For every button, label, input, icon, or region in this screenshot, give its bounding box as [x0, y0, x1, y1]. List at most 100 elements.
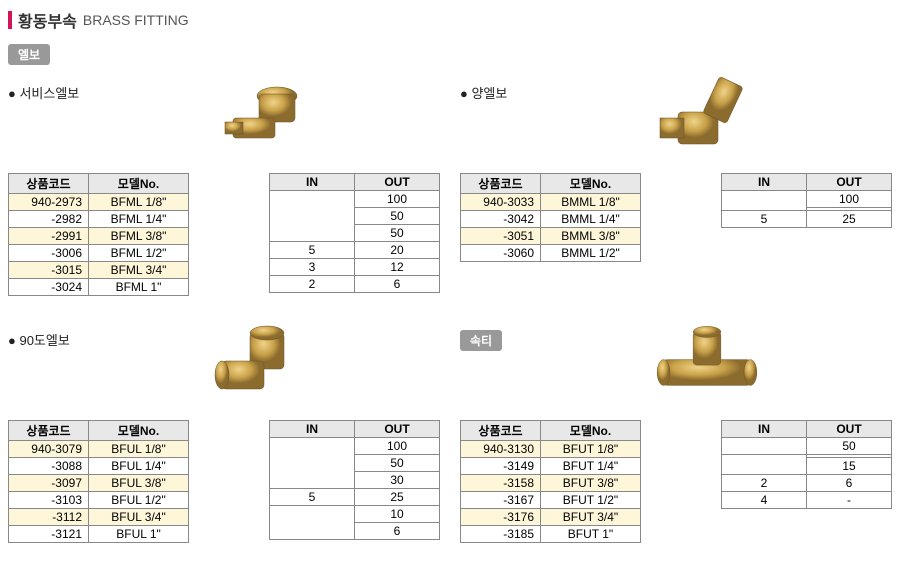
model-number: BFUT 1/8"	[541, 441, 641, 458]
product-code: 940-3033	[461, 194, 541, 211]
io-cell	[270, 438, 355, 489]
model-number: BMML 3/8"	[541, 228, 641, 245]
model-number: BFUT 1/4"	[541, 458, 641, 475]
io-cell: 5	[270, 489, 355, 506]
product-code: 940-2973	[9, 194, 89, 211]
table-header: IN	[270, 174, 355, 191]
io-table: INOUT5015264-	[721, 420, 892, 509]
io-cell: 30	[355, 472, 440, 489]
page-header: 황동부속 BRASS FITTING	[8, 8, 892, 32]
model-number: BMML 1/2"	[541, 245, 641, 262]
io-cell: 6	[807, 475, 892, 492]
product-code: -3024	[9, 279, 89, 296]
table-header: OUT	[807, 421, 892, 438]
product-section: ● 양엘보상품코드모델No.940-3033BMML 1/8"-3042BMML…	[460, 69, 892, 296]
io-cell: -	[807, 492, 892, 509]
io-cell: 25	[807, 211, 892, 228]
product-code: -3112	[9, 509, 89, 526]
model-number: BFML 1/8"	[89, 194, 189, 211]
io-cell: 25	[355, 489, 440, 506]
product-code: 940-3079	[9, 441, 89, 458]
io-cell: 12	[355, 259, 440, 276]
io-cell: 50	[355, 455, 440, 472]
model-number: BFML 3/8"	[89, 228, 189, 245]
model-number: BMML 1/8"	[541, 194, 641, 211]
product-grid: ● 서비스엘보상품코드모델No.940-2973BFML 1/8"-2982BF…	[8, 69, 892, 543]
product-code: -3060	[461, 245, 541, 262]
model-number: BFUL 1"	[89, 526, 189, 543]
io-cell: 15	[807, 458, 892, 475]
product-image	[650, 69, 770, 169]
table-header: 상품코드	[461, 421, 541, 441]
product-image	[205, 316, 325, 416]
io-cell: 100	[807, 191, 892, 208]
product-code: -3042	[461, 211, 541, 228]
io-cell: 3	[270, 259, 355, 276]
header-accent-bar	[8, 11, 12, 29]
product-image	[210, 69, 330, 169]
table-header: OUT	[355, 421, 440, 438]
io-cell: 5	[270, 242, 355, 259]
category-tag-elbow: 엘보	[8, 44, 50, 65]
product-code: -3006	[9, 245, 89, 262]
product-code: -2982	[9, 211, 89, 228]
io-cell: 6	[355, 523, 440, 540]
section-label: ● 양엘보	[460, 69, 507, 102]
io-cell	[270, 191, 355, 242]
io-table: INOUT100525	[721, 173, 892, 228]
product-section: ● 서비스엘보상품코드모델No.940-2973BFML 1/8"-2982BF…	[8, 69, 440, 296]
product-code: -3051	[461, 228, 541, 245]
io-cell: 100	[355, 438, 440, 455]
table-header: 상품코드	[461, 174, 541, 194]
table-header: 상품코드	[9, 174, 89, 194]
table-header: OUT	[807, 174, 892, 191]
table-header: 상품코드	[9, 421, 89, 441]
product-code-table: 상품코드모델No.940-2973BFML 1/8"-2982BFML 1/4"…	[8, 173, 189, 296]
product-code: -3103	[9, 492, 89, 509]
model-number: BFUT 3/8"	[541, 475, 641, 492]
model-number: BFUL 3/4"	[89, 509, 189, 526]
model-number: BFUL 3/8"	[89, 475, 189, 492]
model-number: BFUT 1/2"	[541, 492, 641, 509]
io-cell: 5	[722, 211, 807, 228]
io-cell	[722, 455, 807, 475]
product-code: -3167	[461, 492, 541, 509]
product-code: -3121	[9, 526, 89, 543]
table-header: IN	[722, 421, 807, 438]
product-code: -3149	[461, 458, 541, 475]
header-title-ko: 황동부속	[18, 8, 77, 32]
model-number: BFUL 1/2"	[89, 492, 189, 509]
product-section: ● 90도엘보상품코드모델No.940-3079BFUL 1/8"-3088BF…	[8, 316, 440, 543]
product-code: -3088	[9, 458, 89, 475]
table-header: 모델No.	[89, 421, 189, 441]
product-code: -3176	[461, 509, 541, 526]
model-number: BFML 3/4"	[89, 262, 189, 279]
product-code: -3185	[461, 526, 541, 543]
product-code-table: 상품코드모델No.940-3033BMML 1/8"-3042BMML 1/4"…	[460, 173, 641, 262]
product-code: -3015	[9, 262, 89, 279]
io-cell: 2	[722, 475, 807, 492]
product-code: -3097	[9, 475, 89, 492]
table-header: IN	[722, 174, 807, 191]
io-cell	[270, 506, 355, 540]
io-cell: 10	[355, 506, 440, 523]
section-label: ● 90도엘보	[8, 316, 70, 349]
product-code-table: 상품코드모델No.940-3079BFUL 1/8"-3088BFUL 1/4"…	[8, 420, 189, 543]
table-header: IN	[270, 421, 355, 438]
header-title-en: BRASS FITTING	[83, 12, 189, 28]
model-number: BFML 1/4"	[89, 211, 189, 228]
product-image	[647, 316, 767, 416]
io-cell: 50	[355, 208, 440, 225]
io-table: INOUT1005030525106	[269, 420, 440, 540]
product-code-table: 상품코드모델No.940-3130BFUT 1/8"-3149BFUT 1/4"…	[460, 420, 641, 543]
product-section: 속티상품코드모델No.940-3130BFUT 1/8"-3149BFUT 1/…	[460, 316, 892, 543]
table-header: OUT	[355, 174, 440, 191]
model-number: BFUT 1"	[541, 526, 641, 543]
model-number: BFML 1/2"	[89, 245, 189, 262]
io-cell	[722, 438, 807, 455]
product-code: -3158	[461, 475, 541, 492]
table-header: 모델No.	[89, 174, 189, 194]
io-cell	[722, 191, 807, 211]
table-header: 모델No.	[541, 421, 641, 441]
product-code: -2991	[9, 228, 89, 245]
